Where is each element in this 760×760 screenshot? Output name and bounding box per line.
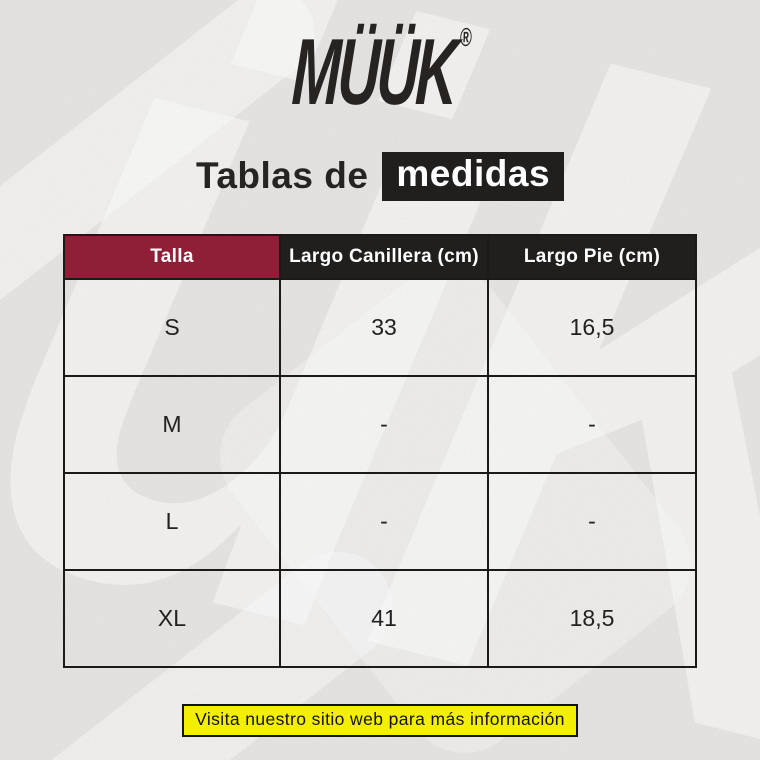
header-row: Talla Largo Canillera (cm) Largo Pie (cm… (63, 233, 697, 280)
page-title: Tablas de medidas (195, 152, 565, 201)
canillera-cell: - (279, 374, 489, 474)
pie-cell: - (487, 471, 697, 571)
size-cell: L (63, 471, 281, 571)
table-row-m: M - - (63, 374, 697, 474)
size-table: Talla Largo Canillera (cm) Largo Pie (cm… (63, 233, 697, 668)
canillera-cell: 41 (279, 568, 489, 668)
size-cell: S (63, 277, 281, 377)
size-cell: M (63, 374, 281, 474)
canillera-cell: 33 (279, 277, 489, 377)
column-header-largo-canillera: Largo Canillera (cm) (279, 233, 489, 280)
column-header-talla: Talla (63, 233, 281, 280)
table-row-s: S 33 16,5 (63, 277, 697, 377)
table-row-xl: XL 41 18,5 (63, 568, 697, 668)
canillera-cell: - (279, 471, 489, 571)
pie-cell: 16,5 (487, 277, 697, 377)
pie-cell: 18,5 (487, 568, 697, 668)
size-table-header: Talla Largo Canillera (cm) Largo Pie (cm… (63, 233, 697, 280)
page-title-prefix: Tablas de (195, 155, 369, 197)
website-info-banner: Visita nuestro sitio web para más inform… (182, 703, 578, 737)
brand-logo-text: MÜÜK® (291, 19, 473, 124)
brand-wordmark: MÜÜK (290, 19, 458, 124)
size-table-body: S 33 16,5 M - - L - - XL 41 18,5 (63, 277, 697, 668)
registered-trademark-symbol: ® (459, 22, 474, 52)
column-header-largo-pie: Largo Pie (cm) (487, 233, 697, 280)
pie-cell: - (487, 374, 697, 474)
brand-logo: MÜÜK® (239, 19, 520, 124)
table-row-l: L - - (63, 471, 697, 571)
page-title-highlight: medidas (382, 152, 565, 201)
size-cell: XL (63, 568, 281, 668)
